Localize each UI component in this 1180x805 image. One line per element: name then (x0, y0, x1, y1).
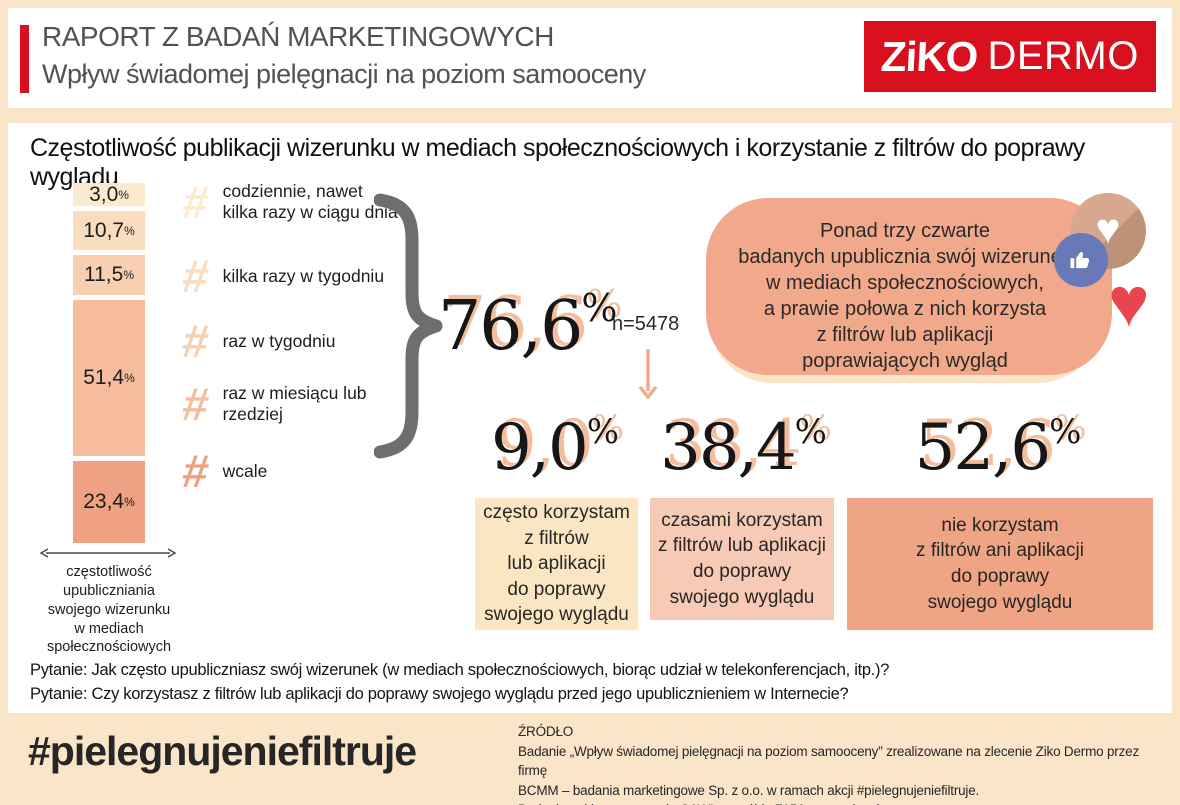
usage-percentage: 52,6% (863, 412, 1133, 482)
usage-description: często korzystam z filtrów lub aplikacji… (483, 501, 630, 626)
survey-question-2: Pytanie: Czy korzystasz z filtrów lub ap… (30, 685, 849, 703)
curly-brace-icon (374, 193, 443, 459)
main-panel: Częstotliwość publikacji wizerunku w med… (8, 123, 1172, 713)
usage-description-box: czasami korzystam z filtrów lub aplikacj… (650, 498, 834, 620)
bar-segment: 3,0% (73, 183, 145, 206)
header-panel: RAPORT Z BADAŃ MARKETINGOWYCH Wpływ świa… (8, 8, 1172, 108)
usage-description-box: często korzystam z filtrów lub aplikacji… (475, 498, 638, 630)
legend-row: # raz w tygodniu (179, 315, 336, 367)
bar-segment: 10,7% (73, 211, 145, 250)
legend-label: kilka razy w tygodniu (222, 265, 385, 286)
usage-description: nie korzystam z filtrów ani aplikacji do… (916, 514, 1084, 613)
total-value: 76,6 (438, 287, 583, 366)
facebook-like-badge (1054, 233, 1108, 287)
usage-percentage: 38,4% (636, 412, 851, 482)
percent-sign: % (123, 268, 134, 282)
percent-sign: % (124, 223, 135, 238)
source-text: Badanie „Wpływ świadomej pielęgnacji na … (518, 743, 1139, 805)
legend-label: wcale (222, 460, 268, 481)
total-percentage: 76,6% (438, 289, 618, 361)
bar-axis-caption: częstotliwość upubliczniania swojego wiz… (46, 564, 172, 656)
segment-value: 10,7 (83, 218, 125, 242)
legend-row: # kilka razy w tygodniu (179, 250, 385, 302)
hashtag-icon: # (179, 176, 213, 228)
legend-label: raz w miesiącu lub rzedziej (222, 383, 367, 424)
bar-segment: 51,4% (73, 300, 145, 456)
usage-description: czasami korzystam z filtrów lub aplikacj… (658, 509, 826, 608)
source-title: ŹRÓDŁO (518, 724, 574, 739)
usage-value: 38,4 (660, 411, 796, 485)
survey-question-1: Pytanie: Jak często upubliczniasz swój w… (30, 661, 890, 679)
usage-percentage: 9,0% (460, 412, 650, 482)
percent-sign: % (118, 187, 129, 202)
red-accent-bar (20, 25, 29, 93)
legend-row: # raz w miesiącu lub rzedziej (179, 378, 367, 430)
ziko-dermo-logo: ZiKO DERMO (864, 21, 1156, 92)
report-title-line2: Wpływ świadomej pielęgnacji na poziom sa… (42, 59, 646, 89)
report-title-line1: RAPORT Z BADAŃ MARKETINGOWYCH (42, 21, 554, 52)
hashtag-icon: # (179, 250, 213, 302)
percent-sign: % (586, 412, 620, 452)
legend-label: codziennie, nawet kilka razy w ciągu dni… (222, 181, 398, 222)
hashtag-icon: # (179, 378, 213, 430)
legend-label: raz w tygodniu (222, 330, 336, 351)
percent-sign: % (124, 495, 135, 509)
down-arrow-icon (638, 349, 658, 399)
segment-value: 23,4 (83, 490, 125, 513)
thumbs-up-icon (1070, 251, 1090, 269)
stacked-bar-chart: 3,0% 10,7% 11,5% 51,4% 23,4% (73, 183, 145, 543)
legend-row: # codziennie, nawet kilka razy w ciągu d… (179, 176, 398, 228)
callout-bubble-inner: Ponad trzy czwarte badanych upublicznia … (710, 209, 1100, 383)
red-heart-icon: ♥ (1108, 263, 1150, 341)
segment-value: 51,4 (83, 366, 125, 389)
usage-value: 52,6 (914, 411, 1051, 485)
legend-row: # wcale (179, 445, 268, 497)
callout-bubble: Ponad trzy czwarte badanych upublicznia … (706, 198, 1112, 383)
bar-segment: 23,4% (73, 461, 145, 543)
campaign-hashtag: #pielegnujeniefiltruje (28, 728, 417, 774)
segment-value: 3,0 (89, 182, 119, 206)
source-block: ŹRÓDŁO Badanie „Wpływ świadomej pielęgna… (518, 722, 1168, 805)
logo-text-dermo: DERMO (987, 34, 1139, 78)
usage-description-box: nie korzystam z filtrów ani aplikacji do… (847, 498, 1153, 630)
callout-text: Ponad trzy czwarte badanych upublicznia … (738, 220, 1072, 372)
percent-sign: % (1049, 412, 1082, 452)
double-arrow-line-icon (39, 548, 177, 558)
logo-text-ziko: ZiKO (879, 32, 979, 80)
percent-sign: % (124, 371, 135, 385)
hashtag-icon: # (179, 445, 213, 497)
sample-size-label: n=5478 (612, 313, 680, 335)
percent-sign: % (581, 286, 618, 330)
bar-segment: 11,5% (73, 255, 145, 295)
chart-headline: Częstotliwość publikacji wizerunku w med… (30, 134, 1085, 191)
hashtag-icon: # (179, 315, 213, 367)
percent-sign: % (794, 412, 827, 452)
segment-value: 11,5 (84, 263, 124, 286)
usage-value: 9,0 (490, 411, 589, 485)
